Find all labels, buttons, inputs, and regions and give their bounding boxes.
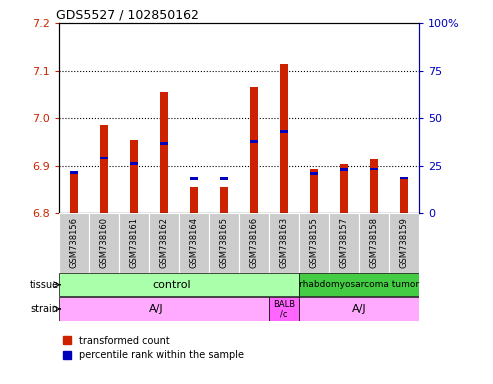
Text: GSM738162: GSM738162 (160, 217, 169, 268)
Bar (179, 213, 209, 273)
Bar (359, 213, 389, 273)
Bar (160, 92, 168, 213)
Bar (59, 297, 269, 321)
Bar (400, 179, 408, 213)
Bar (250, 87, 258, 213)
Bar (220, 187, 228, 213)
Bar (329, 213, 359, 273)
Text: GSM738166: GSM738166 (249, 217, 259, 268)
Bar (190, 187, 198, 213)
Bar (220, 177, 228, 180)
Bar (59, 273, 299, 296)
Bar (250, 141, 258, 143)
Bar (59, 213, 89, 273)
Bar (340, 168, 348, 171)
Text: GSM738158: GSM738158 (370, 217, 379, 268)
Bar (239, 213, 269, 273)
Text: GSM738164: GSM738164 (190, 217, 199, 268)
Bar (130, 141, 138, 213)
Bar (310, 169, 318, 213)
Text: control: control (152, 280, 191, 290)
Bar (310, 172, 318, 175)
Text: GSM738163: GSM738163 (280, 217, 288, 268)
Text: GSM738161: GSM738161 (130, 217, 139, 268)
Bar (370, 159, 378, 213)
Bar (269, 213, 299, 273)
Bar (281, 131, 288, 133)
Bar (70, 171, 78, 174)
Text: GDS5527 / 102850162: GDS5527 / 102850162 (56, 9, 199, 22)
Bar (149, 213, 179, 273)
Text: GSM738160: GSM738160 (100, 217, 108, 268)
Bar (89, 213, 119, 273)
Text: GSM738156: GSM738156 (70, 217, 79, 268)
Text: rhabdomyosarcoma tumor: rhabdomyosarcoma tumor (299, 280, 419, 289)
Bar (160, 142, 168, 145)
Bar (281, 65, 288, 213)
Text: GSM738165: GSM738165 (219, 217, 229, 268)
Legend: transformed count, percentile rank within the sample: transformed count, percentile rank withi… (59, 332, 247, 364)
Text: tissue: tissue (30, 280, 59, 290)
Bar (190, 177, 198, 180)
Text: A/J: A/J (149, 304, 164, 314)
Bar (299, 297, 419, 321)
Bar (101, 125, 108, 213)
Text: A/J: A/J (352, 304, 366, 314)
Bar (70, 173, 78, 213)
Bar (340, 164, 348, 213)
Bar (389, 213, 419, 273)
Text: GSM738157: GSM738157 (340, 217, 349, 268)
Bar (299, 273, 419, 296)
Bar (130, 162, 138, 165)
Text: strain: strain (31, 304, 59, 314)
Bar (209, 213, 239, 273)
Text: GSM738155: GSM738155 (310, 217, 318, 268)
Bar (269, 297, 299, 321)
Bar (119, 213, 149, 273)
Text: GSM738159: GSM738159 (399, 217, 409, 268)
Text: BALB
/c: BALB /c (273, 300, 295, 318)
Bar (299, 213, 329, 273)
Bar (400, 177, 408, 179)
Bar (370, 167, 378, 170)
Bar (101, 157, 108, 159)
